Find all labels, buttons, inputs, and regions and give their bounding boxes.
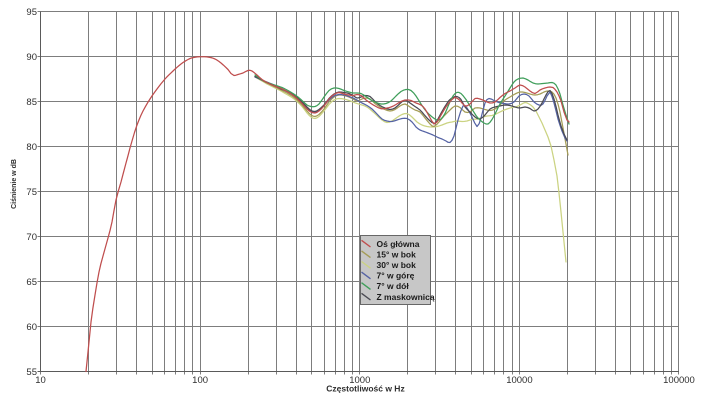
svg-text:100: 100 <box>192 375 208 386</box>
svg-text:Ciśnienie w dB: Ciśnienie w dB <box>11 159 18 209</box>
svg-text:95: 95 <box>26 7 37 18</box>
svg-text:15° w bok: 15° w bok <box>377 249 417 259</box>
svg-text:Oś główna: Oś główna <box>377 239 420 249</box>
svg-text:1000: 1000 <box>349 375 370 386</box>
svg-text:55: 55 <box>26 367 37 378</box>
svg-text:30° w bok: 30° w bok <box>377 260 417 270</box>
svg-text:75: 75 <box>26 187 37 198</box>
svg-text:90: 90 <box>26 52 37 63</box>
svg-text:70: 70 <box>26 232 37 243</box>
svg-text:10000: 10000 <box>506 375 532 386</box>
svg-text:Częstotliwość w Hz: Częstotliwość w Hz <box>326 384 404 394</box>
svg-text:60: 60 <box>26 322 37 333</box>
svg-text:7° w górę: 7° w górę <box>377 271 415 281</box>
svg-text:85: 85 <box>26 97 37 108</box>
svg-text:65: 65 <box>26 277 37 288</box>
svg-text:100000: 100000 <box>663 375 695 386</box>
svg-text:7° w dół: 7° w dół <box>377 281 410 291</box>
svg-text:10: 10 <box>35 375 46 386</box>
svg-text:80: 80 <box>26 142 37 153</box>
svg-text:Z maskownicą: Z maskownicą <box>377 292 435 302</box>
